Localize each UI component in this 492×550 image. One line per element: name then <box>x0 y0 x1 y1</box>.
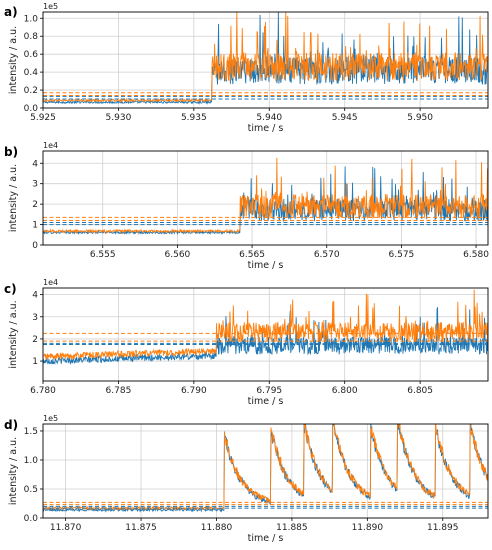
y-tick-label: 1.0 <box>24 456 39 466</box>
panel-b: 6.555 6.560 6.565 6.570 6.575 6.580 0 1 2 3 4 1e4 ti… <box>4 141 489 271</box>
panel-label: b) <box>4 145 18 159</box>
x-tick-label: 5.925 <box>30 113 56 123</box>
x-tick-label: 6.555 <box>90 250 116 260</box>
x-tick-label: 5.950 <box>407 113 433 123</box>
x-tick-label: 6.785 <box>106 386 132 396</box>
y-exponent-label: 1e5 <box>43 2 58 11</box>
y-tick-label: 0.4 <box>24 68 39 78</box>
y-tick-label: 1 <box>32 357 38 367</box>
x-tick-label: 6.795 <box>256 386 282 396</box>
x-axis-label: time / s <box>248 260 284 271</box>
panel-d: 11.870 11.875 11.880 11.885 11.890 11.895 0.0 0… <box>4 414 489 544</box>
y-exponent-label: 1e4 <box>43 141 58 150</box>
y-tick-label: 1.5 <box>24 427 38 437</box>
y-tick-label: 4 <box>32 159 38 169</box>
x-tick-label: 5.940 <box>256 113 282 123</box>
series-orange-trace <box>43 289 488 361</box>
y-tick-label: 3 <box>32 180 38 190</box>
y-tick-label: 0.8 <box>24 32 39 42</box>
y-exponent-label: 1e4 <box>43 278 58 287</box>
series-blue-trace <box>43 12 488 105</box>
x-tick-label: 11.885 <box>276 523 308 533</box>
x-tick-label: 11.870 <box>50 523 82 533</box>
panel-label: a) <box>4 5 18 19</box>
x-tick-label: 5.930 <box>106 113 132 123</box>
plot-frame <box>42 287 489 382</box>
x-tick-label: 6.560 <box>165 250 191 260</box>
x-tick-label: 11.890 <box>352 523 384 533</box>
x-tick-label: 6.565 <box>239 250 265 260</box>
y-axis-label: intensity / a.u. <box>8 164 19 232</box>
y-tick-label: 0.0 <box>24 104 39 114</box>
x-tick-label: 6.580 <box>463 250 489 260</box>
panel-c: 6.780 6.785 6.790 6.795 6.800 6.805 1 2 3 4 1e4 tim… <box>4 278 489 407</box>
panel-a: 5.925 5.930 5.935 5.940 5.945 5.950 0.0 0.2 0.4 0… <box>4 2 489 134</box>
y-tick-label: 1 <box>32 221 38 231</box>
x-tick-label: 11.875 <box>125 523 157 533</box>
y-tick-label: 0.0 <box>24 514 39 524</box>
x-tick-label: 5.935 <box>181 113 207 123</box>
y-tick-label: 1.0 <box>24 14 39 24</box>
x-tick-label: 5.945 <box>332 113 358 123</box>
y-tick-label: 0.5 <box>24 485 38 495</box>
y-tick-label: 4 <box>32 291 38 301</box>
y-axis-label: intensity / a.u. <box>8 437 19 505</box>
series-orange-trace <box>43 12 488 104</box>
plot-frame <box>42 423 489 519</box>
x-axis-label: time / s <box>248 533 284 544</box>
x-tick-label: 11.895 <box>427 523 459 533</box>
y-tick-label: 2 <box>32 335 38 345</box>
panel-label: d) <box>4 418 18 432</box>
y-tick-label: 0 <box>32 241 38 251</box>
series-orange-trace <box>43 424 488 511</box>
y-tick-label: 0.6 <box>24 50 39 60</box>
x-tick-label: 6.790 <box>181 386 207 396</box>
plot-frame <box>42 150 489 246</box>
y-tick-label: 3 <box>32 313 38 323</box>
y-tick-label: 2 <box>32 200 38 210</box>
panel-label: c) <box>4 282 17 296</box>
x-tick-label: 6.575 <box>389 250 415 260</box>
series-orange-trace <box>43 157 488 234</box>
y-axis-label: intensity / a.u. <box>8 26 19 94</box>
x-tick-label: 6.805 <box>407 386 433 396</box>
y-exponent-label: 1e5 <box>43 414 58 423</box>
x-axis-label: time / s <box>248 396 284 407</box>
x-axis-label: time / s <box>248 123 284 134</box>
x-tick-label: 6.780 <box>30 386 56 396</box>
x-tick-label: 11.880 <box>201 523 233 533</box>
y-axis-label: intensity / a.u. <box>8 300 19 368</box>
x-tick-label: 6.570 <box>314 250 340 260</box>
x-tick-label: 6.800 <box>332 386 358 396</box>
y-tick-label: 0.2 <box>24 86 38 96</box>
plot-frame <box>42 11 489 109</box>
